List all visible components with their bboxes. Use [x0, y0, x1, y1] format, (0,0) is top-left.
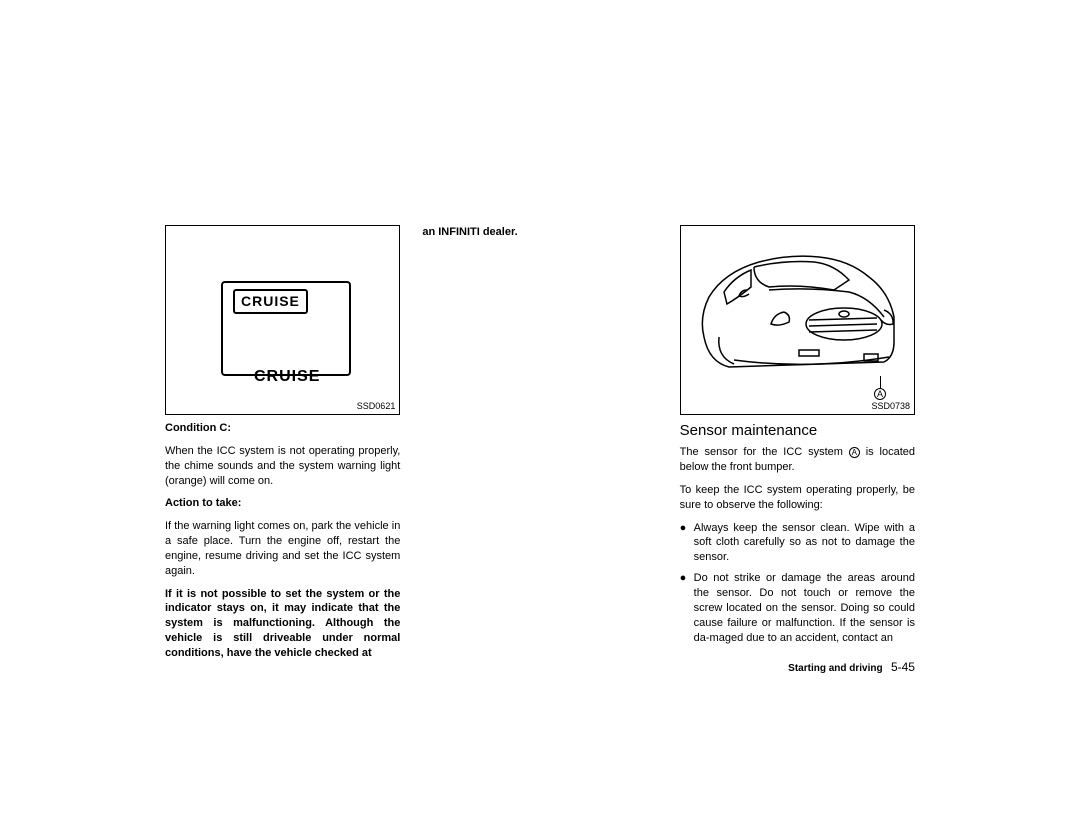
- manual-page: CRUISE CRUISE SSD0621 Condition C: When …: [165, 225, 915, 675]
- bullet-dot-icon: ●: [680, 571, 694, 645]
- footer-page: 5-45: [891, 660, 915, 674]
- bullet-2-text: Do not strike or damage the areas around…: [694, 571, 915, 645]
- warning-text: If it is not possible to set the system …: [165, 587, 400, 661]
- bullet-2: ● Do not strike or damage the areas arou…: [680, 571, 915, 645]
- intro-part-a: The sensor for the ICC system: [680, 446, 849, 458]
- action-heading: Action to take:: [165, 496, 400, 511]
- cruise-label: CRUISE: [254, 366, 320, 388]
- sensor-intro-1: The sensor for the ICC system A is locat…: [680, 445, 915, 475]
- footer-section: Starting and driving: [788, 663, 882, 674]
- column-1: CRUISE CRUISE SSD0621 Condition C: When …: [165, 225, 400, 675]
- page-footer: Starting and driving 5-45: [788, 659, 915, 676]
- figure-cruise-display: CRUISE CRUISE SSD0621: [165, 225, 400, 415]
- sensor-heading: Sensor maintenance: [680, 421, 915, 441]
- vehicle-illustration: [689, 242, 909, 392]
- bullet-1-text: Always keep the sensor clean. Wipe with …: [694, 521, 915, 566]
- figure-id-2: SSD0738: [871, 400, 910, 412]
- figure-id: SSD0621: [357, 400, 396, 412]
- condition-text: When the ICC system is not operating pro…: [165, 444, 400, 489]
- callout-inline-a: A: [849, 447, 860, 458]
- bullet-1: ● Always keep the sensor clean. Wipe wit…: [680, 521, 915, 566]
- column-2: an INFINITI dealer.: [422, 225, 657, 675]
- dealer-text: an INFINITI dealer.: [422, 225, 657, 240]
- condition-heading: Condition C:: [165, 421, 400, 436]
- sensor-intro-2: To keep the ICC system operating properl…: [680, 483, 915, 513]
- column-3: A SSD0738 Sensor maintenance The sensor …: [680, 225, 915, 675]
- action-text: If the warning light comes on, park the …: [165, 519, 400, 578]
- bullet-dot-icon: ●: [680, 521, 694, 566]
- callout-line: [880, 376, 881, 388]
- sensor-callout-a: A: [874, 388, 886, 400]
- cruise-indicator-box: CRUISE: [233, 289, 308, 314]
- figure-vehicle: A SSD0738: [680, 225, 915, 415]
- cruise-display-frame: CRUISE: [221, 281, 351, 376]
